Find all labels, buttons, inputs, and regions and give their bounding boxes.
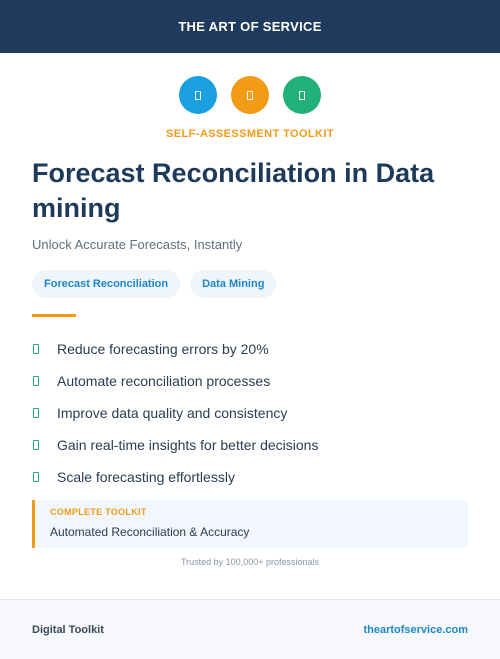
icon-row xyxy=(0,76,500,114)
page-title: Forecast Reconciliation in Data mining xyxy=(32,158,435,223)
benefit-text: Scale forecasting effortlessly xyxy=(57,469,235,485)
list-item: Improve data quality and consistency xyxy=(32,397,318,429)
benefit-text: Reduce forecasting errors by 20% xyxy=(57,341,269,357)
trust-statement: Trusted by 100,000+ professionals xyxy=(180,557,319,567)
checkbox-icon xyxy=(33,376,39,386)
callout-label: COMPLETE TOOLKIT xyxy=(50,507,147,517)
accent-divider xyxy=(32,314,76,317)
list-item: Gain real-time insights for better decis… xyxy=(32,429,318,461)
checkbox-icon xyxy=(33,472,39,482)
tag-forecast-reconciliation: Forecast Reconciliation xyxy=(32,270,181,298)
list-item: Reduce forecasting errors by 20% xyxy=(32,333,318,365)
list-item: Scale forecasting effortlessly xyxy=(32,461,318,493)
tag-list: Forecast Reconciliation Data Mining xyxy=(32,270,277,298)
document-icon xyxy=(179,76,217,114)
document-icon xyxy=(231,76,269,114)
benefit-list: Reduce forecasting errors by 20% Automat… xyxy=(32,333,318,493)
toolkit-callout: COMPLETE TOOLKIT Automated Reconciliatio… xyxy=(32,500,468,548)
checkbox-icon xyxy=(33,344,39,354)
footer: Digital Toolkit theartofservice.com xyxy=(0,599,500,659)
document-icon xyxy=(283,76,321,114)
callout-text: Automated Reconciliation & Accuracy xyxy=(50,525,250,539)
top-banner: THE ART OF SERVICE xyxy=(0,0,500,53)
checkbox-icon xyxy=(33,408,39,418)
benefit-text: Improve data quality and consistency xyxy=(57,405,288,421)
tag-data-mining: Data Mining xyxy=(190,270,277,298)
subtitle: Unlock Accurate Forecasts, Instantly xyxy=(32,237,243,252)
checkbox-icon xyxy=(33,440,39,450)
footer-label: Digital Toolkit xyxy=(32,623,104,636)
benefit-text: Gain real-time insights for better decis… xyxy=(57,437,319,453)
brand-name: THE ART OF SERVICE xyxy=(178,19,322,34)
list-item: Automate reconciliation processes xyxy=(32,365,318,397)
website-link[interactable]: theartofservice.com xyxy=(363,623,468,636)
benefit-text: Automate reconciliation processes xyxy=(57,373,271,389)
kicker-label: SELF-ASSESSMENT TOOLKIT xyxy=(166,128,334,140)
